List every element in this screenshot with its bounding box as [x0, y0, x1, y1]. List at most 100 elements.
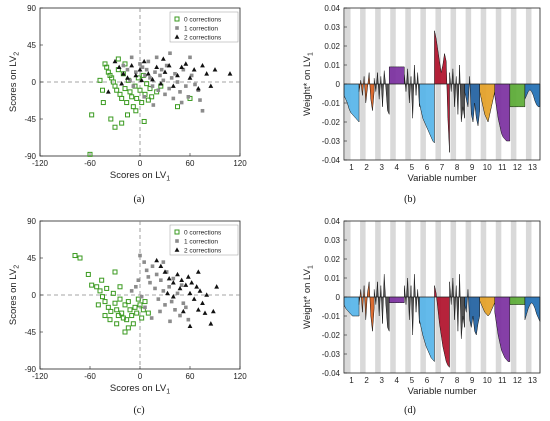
data-point-1-correction: [139, 294, 144, 299]
data-point-0-corrections: [100, 87, 105, 93]
data-point-1-correction: [173, 71, 177, 76]
legend-marker-0-corrections: [174, 229, 180, 235]
data-point-0-corrections: [139, 100, 145, 106]
data-point-2-corrections: [119, 81, 125, 86]
data-point-0-corrections: [119, 95, 125, 101]
data-point-0-corrections: [100, 294, 105, 300]
legend-box: [169, 224, 239, 256]
y-tick-label: 0.03: [324, 23, 340, 32]
x-tick-label: 5: [410, 163, 415, 172]
x-tick-label: 0: [138, 372, 143, 381]
data-point-0-corrections: [141, 118, 147, 124]
data-point-1-correction: [138, 62, 142, 66]
data-point-2-corrections: [162, 269, 168, 274]
data-point-0-corrections: [108, 116, 114, 122]
x-tick-label: 4: [395, 163, 400, 172]
weight-area-variable-12: [509, 83, 526, 108]
weight-area-variable-5: [404, 64, 420, 119]
data-point-1-correction: [161, 289, 166, 293]
weight-area-variable-9: [464, 76, 480, 126]
data-point-0-corrections: [134, 310, 140, 316]
data-point-2-corrections: [191, 67, 197, 72]
data-point-2-corrections: [125, 75, 130, 80]
legend-label: 2 corrections: [184, 247, 222, 254]
x-tick-label: -60: [84, 372, 96, 381]
data-point-0-corrections: [85, 271, 91, 277]
weight-area-variable-4: [388, 66, 405, 85]
data-point-0-corrections: [117, 284, 123, 290]
data-point-1-correction: [171, 276, 176, 281]
data-point-1-correction: [154, 272, 159, 277]
data-point-1-correction: [186, 95, 191, 99]
data-point-0-corrections: [114, 307, 120, 313]
data-point-0-corrections: [95, 302, 101, 308]
data-point-0-corrections: [87, 151, 93, 157]
data-point-1-correction: [181, 67, 186, 72]
x-tick-label: 120: [233, 372, 247, 381]
x-tick-label: 7: [440, 163, 445, 172]
x-tick-label: 3: [379, 376, 384, 385]
y-tick-label: 45: [27, 254, 36, 263]
data-point-1-correction: [161, 78, 166, 83]
x-tick-label: 12: [513, 376, 522, 385]
x-axis-label: Scores on LV1: [110, 383, 170, 396]
legend-marker-2-corrections: [174, 34, 180, 39]
data-point-2-corrections: [187, 323, 193, 329]
y-tick-label: -0.04: [322, 156, 341, 165]
data-point-2-corrections: [170, 83, 176, 88]
y-axis-label: Weight* on LV1: [302, 52, 315, 116]
data-point-1-correction: [143, 305, 147, 310]
data-point-2-corrections: [204, 292, 210, 297]
data-point-2-corrections: [158, 263, 164, 269]
data-point-1-correction: [186, 317, 191, 322]
y-tick-label: -90: [24, 152, 36, 161]
data-point-0-corrections: [130, 104, 136, 110]
data-point-2-corrections: [191, 296, 197, 301]
data-point-0-corrections: [97, 288, 103, 294]
data-point-1-correction: [173, 308, 177, 312]
data-point-0-corrections: [129, 313, 135, 319]
data-point-0-corrections: [145, 310, 151, 316]
panel-label-a: (a): [133, 194, 144, 205]
data-point-2-corrections: [195, 269, 201, 274]
data-point-0-corrections: [114, 321, 120, 327]
data-point-0-corrections: [104, 285, 110, 291]
weight-area-variable-11: [494, 296, 511, 362]
x-axis-label: Scores on LV1: [110, 170, 170, 183]
data-point-0-corrections: [149, 94, 155, 100]
data-point-1-correction: [159, 67, 164, 72]
data-point-1-correction: [128, 78, 132, 83]
y-tick-label: 0.04: [324, 4, 340, 13]
data-point-1-correction: [153, 286, 157, 291]
data-point-2-corrections: [139, 77, 145, 83]
x-tick-label: 13: [528, 163, 537, 172]
data-point-0-corrections: [130, 321, 136, 327]
data-point-2-corrections: [208, 83, 214, 88]
data-point-1-correction: [142, 95, 146, 99]
data-point-2-corrections: [214, 284, 220, 289]
data-point-0-corrections: [132, 304, 138, 310]
data-point-1-correction: [168, 319, 172, 324]
y-tick-label: -0.02: [322, 331, 341, 340]
data-point-0-corrections: [127, 89, 133, 95]
data-point-1-correction: [159, 278, 163, 282]
data-point-0-corrections: [135, 296, 141, 302]
data-point-1-correction: [175, 80, 180, 84]
weight-area-variable-3: [373, 70, 390, 115]
x-tick-label: 11: [498, 163, 507, 172]
data-point-2-corrections: [129, 62, 135, 68]
data-point-2-corrections: [154, 257, 160, 263]
data-point-1-correction: [131, 84, 136, 88]
data-point-2-corrections: [202, 310, 208, 315]
data-point-2-corrections: [212, 67, 218, 72]
data-point-0-corrections: [147, 86, 153, 92]
x-tick-label: 6: [425, 163, 430, 172]
data-point-0-corrections: [112, 83, 118, 89]
x-tick-label: 4: [395, 376, 400, 385]
data-point-1-correction: [150, 84, 155, 88]
data-point-1-correction: [154, 55, 159, 60]
data-point-1-correction: [164, 270, 169, 274]
data-point-1-correction: [200, 108, 205, 113]
weight-area-variable-8: [449, 64, 465, 123]
weight-area-variable-7: [434, 30, 450, 153]
